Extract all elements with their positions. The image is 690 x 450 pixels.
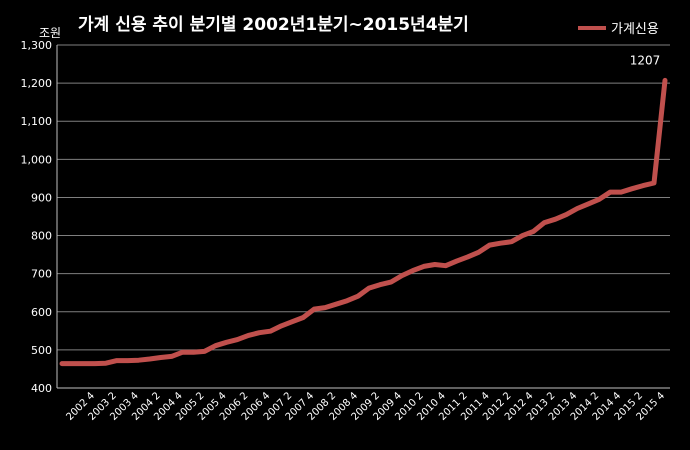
legend-label: 가계신용 — [611, 22, 659, 37]
legend-swatch — [578, 25, 606, 30]
legend: 가계신용 — [578, 18, 659, 37]
y-tick-label: 500 — [31, 344, 52, 357]
y-tick-label: 1,000 — [21, 153, 53, 166]
y-tick-label: 400 — [31, 382, 52, 395]
y-unit-label: 조원 — [39, 26, 62, 40]
y-tick-label: 800 — [31, 230, 52, 243]
y-tick-label: 1,100 — [21, 115, 53, 128]
y-tick-label: 1,200 — [21, 77, 53, 90]
y-tick-label: 900 — [31, 191, 52, 204]
data-label: 1207 — [630, 53, 661, 67]
y-tick-label: 700 — [31, 268, 52, 281]
chart-title: 가계 신용 추이 분기별 2002년1분기~2015년4분기 — [78, 15, 469, 35]
y-tick-label: 600 — [31, 306, 52, 319]
series-line — [59, 77, 668, 367]
y-tick-label: 1,300 — [21, 39, 53, 52]
